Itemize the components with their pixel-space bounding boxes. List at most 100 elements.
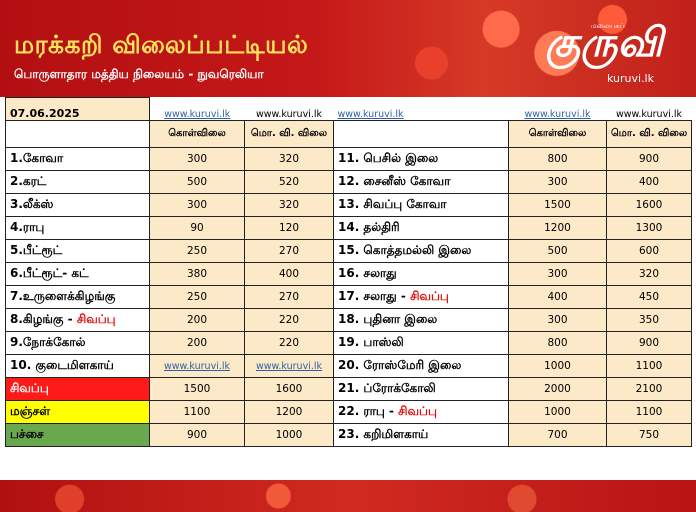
retail-price: 2100	[606, 377, 692, 401]
vegetable-label: 5.பீட்ரூட்	[10, 243, 63, 257]
wholesale-price: 1500	[508, 193, 607, 217]
retail-price: 120	[244, 216, 334, 240]
retail-price: 900	[606, 331, 692, 355]
site-link[interactable]: www.kuruvi.lk	[508, 97, 607, 121]
site-link[interactable]: www.kuruvi.lk	[149, 97, 245, 121]
vegetable-label: 8.கிழங்கு -	[10, 312, 77, 326]
retail-price[interactable]: www.kuruvi.lk	[244, 354, 334, 378]
vegetable-name: 18. புதினா இலை	[333, 308, 509, 332]
retail-price: 320	[244, 193, 334, 217]
table-row: மஞ்சள் 1100 1200 22. ராபு - சிவப்பு 1000 1100	[5, 400, 692, 424]
table-row: சிவப்பு 1500 1600 21. ப்ரோக்கோலி 2000 2100	[5, 377, 692, 401]
logo-tagline: மலையகப்	[591, 22, 625, 30]
retail-price: 520	[244, 170, 334, 194]
table-row: 8.கிழங்கு - சிவப்பு 200 220 18. புதினா இலை 3…	[5, 308, 692, 332]
kuruvi-logo[interactable]: மலையகப் குருவி kuruvi.lk	[545, 20, 663, 90]
vegetable-name: 21. ப்ரோக்கோலி	[333, 377, 509, 401]
header-banner: மரக்கறி விலைப்பட்டியல் பொருளாதார மத்திய …	[0, 0, 696, 97]
blank-header	[5, 120, 150, 148]
site-link[interactable]: www.kuruvi.lk	[333, 97, 509, 121]
vegetable-label: 16. சலாது	[338, 266, 397, 280]
retail-price: 320	[606, 262, 692, 286]
red-variant-label: சிவப்பு	[410, 289, 449, 303]
vegetable-name: 19. பாஸ்லி	[333, 331, 509, 355]
wholesale-price: 300	[149, 193, 245, 217]
retail-price: 220	[244, 331, 334, 355]
retail-price: 1300	[606, 216, 692, 240]
vegetable-name: 3.லீக்ஸ்	[5, 193, 150, 217]
retail-price: 270	[244, 285, 334, 309]
vegetable-label: மஞ்சள்	[10, 404, 51, 418]
vegetable-name: 1.கோவா	[5, 147, 150, 171]
table-row: 4.ராபு 90 120 14. தல்திரி 1200 1300	[5, 216, 692, 240]
wholesale-price[interactable]: www.kuruvi.lk	[149, 354, 245, 378]
retail-price: 1600	[606, 193, 692, 217]
vegetable-name: 7.உருளைக்கிழங்கு	[5, 285, 150, 309]
column-header-row: கொள்விலை மொ. வி. விலை கொள்விலை மொ. வி. வ…	[5, 120, 692, 148]
wholesale-price: 800	[508, 331, 607, 355]
vegetable-label: 2.கரட்	[10, 174, 47, 188]
retail-price: 900	[606, 147, 692, 171]
vegetable-label: 9.நோக்கோல்	[10, 335, 86, 349]
vegetable-name: 22. ராபு - சிவப்பு	[333, 400, 509, 424]
wholesale-price: 500	[508, 239, 607, 263]
vegetable-name: 13. சிவப்பு கோவா	[333, 193, 509, 217]
table-row: 5.பீட்ரூட் 250 270 15. கொத்தமல்லி இலை 500 600	[5, 239, 692, 263]
vegetable-name: 10. குடைமிளகாய்	[5, 354, 150, 378]
site-text: www.kuruvi.lk	[606, 97, 692, 121]
wholesale-price: 380	[149, 262, 245, 286]
vegetable-label: 13. சிவப்பு கோவா	[338, 197, 447, 211]
table-row: 1.கோவா 300 320 11. பெசில் இலை 800 900	[5, 147, 692, 171]
wholesale-price: 900	[149, 423, 245, 447]
wholesale-header: கொள்விலை	[149, 120, 245, 148]
vegetable-name: 20. ரோஸ்மேரி இலை	[333, 354, 509, 378]
vegetable-label: 4.ராபு	[10, 220, 45, 234]
vegetable-label: 19. பாஸ்லி	[338, 335, 404, 349]
wholesale-price: 400	[508, 285, 607, 309]
vegetable-label: 14. தல்திரி	[338, 220, 400, 234]
logo-site: kuruvi.lk	[607, 72, 654, 85]
wholesale-price: 300	[508, 262, 607, 286]
vegetable-name: 12. சைனீஸ் கோவா	[333, 170, 509, 194]
retail-price: 220	[244, 308, 334, 332]
vegetable-name: 14. தல்திரி	[333, 216, 509, 240]
vegetable-name: 5.பீட்ரூட்	[5, 239, 150, 263]
wholesale-price: 500	[149, 170, 245, 194]
retail-price: 400	[606, 170, 692, 194]
vegetable-label: 10. குடைமிளகாய்	[10, 358, 114, 372]
site-text: www.kuruvi.lk	[244, 97, 334, 121]
table-row: 10. குடைமிளகாய் www.kuruvi.lk www.kuruvi.l…	[5, 354, 692, 378]
price-table: 07.06.2025 www.kuruvi.lk www.kuruvi.lk w…	[5, 97, 692, 447]
retail-price: 1100	[606, 400, 692, 424]
vegetable-name: 23. கறிமிளகாய்	[333, 423, 509, 447]
retail-price: 270	[244, 239, 334, 263]
table-row: 6.பீட்ரூட்- கட் 380 400 16. சலாது 300 320	[5, 262, 692, 286]
wholesale-price: 90	[149, 216, 245, 240]
retail-price: 1200	[244, 400, 334, 424]
vegetable-label: 23. கறிமிளகாய்	[338, 427, 429, 441]
vegetable-label: 21. ப்ரோக்கோலி	[338, 381, 436, 395]
footer-banner	[0, 480, 696, 512]
wholesale-price: 300	[508, 308, 607, 332]
wholesale-price: 200	[149, 331, 245, 355]
retail-header: மொ. வி. விலை	[244, 120, 334, 148]
vegetable-label: 6.பீட்ரூட்- கட்	[10, 266, 89, 280]
vegetable-name: மஞ்சள்	[5, 400, 150, 424]
wholesale-price: 250	[149, 285, 245, 309]
table-top-row: 07.06.2025 www.kuruvi.lk www.kuruvi.lk w…	[5, 97, 692, 121]
retail-price: 750	[606, 423, 692, 447]
vegetable-label: சிவப்பு	[10, 381, 49, 395]
vegetable-name: 11. பெசில் இலை	[333, 147, 509, 171]
wholesale-price: 800	[508, 147, 607, 171]
vegetable-label: பச்சை	[10, 427, 44, 441]
table-row: 7.உருளைக்கிழங்கு 250 270 17. சலாது - சிவப்ப…	[5, 285, 692, 309]
vegetable-name: பச்சை	[5, 423, 150, 447]
page-subtitle: பொருளாதார மத்திய நிலையம் - நுவரெலியா	[14, 67, 264, 81]
retail-price: 1100	[606, 354, 692, 378]
retail-price: 1600	[244, 377, 334, 401]
vegetable-label: 20. ரோஸ்மேரி இலை	[338, 358, 462, 372]
wholesale-price: 1000	[508, 354, 607, 378]
retail-price: 600	[606, 239, 692, 263]
vegetable-name: 15. கொத்தமல்லி இலை	[333, 239, 509, 263]
logo-mark: குருவி	[545, 20, 663, 66]
